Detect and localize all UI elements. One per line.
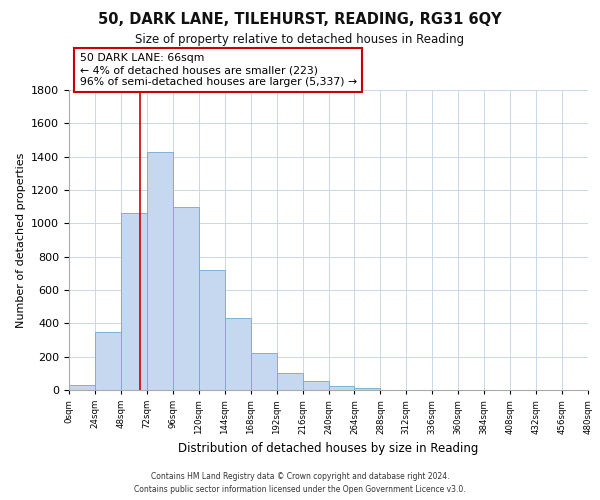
Bar <box>277 372 302 390</box>
Bar <box>69 385 95 390</box>
Bar <box>173 206 199 390</box>
Bar <box>95 332 121 390</box>
Bar <box>355 388 380 390</box>
Bar <box>225 318 251 390</box>
Bar <box>329 386 355 390</box>
Text: 50 DARK LANE: 66sqm
← 4% of detached houses are smaller (223)
96% of semi-detach: 50 DARK LANE: 66sqm ← 4% of detached hou… <box>80 54 357 86</box>
Text: Contains HM Land Registry data © Crown copyright and database right 2024.
Contai: Contains HM Land Registry data © Crown c… <box>134 472 466 494</box>
X-axis label: Distribution of detached houses by size in Reading: Distribution of detached houses by size … <box>178 442 479 455</box>
Text: 50, DARK LANE, TILEHURST, READING, RG31 6QY: 50, DARK LANE, TILEHURST, READING, RG31 … <box>98 12 502 28</box>
Bar <box>121 214 147 390</box>
Bar <box>147 152 173 390</box>
Bar <box>251 354 277 390</box>
Y-axis label: Number of detached properties: Number of detached properties <box>16 152 26 328</box>
Bar <box>302 381 329 390</box>
Text: Size of property relative to detached houses in Reading: Size of property relative to detached ho… <box>136 32 464 46</box>
Bar <box>199 270 224 390</box>
